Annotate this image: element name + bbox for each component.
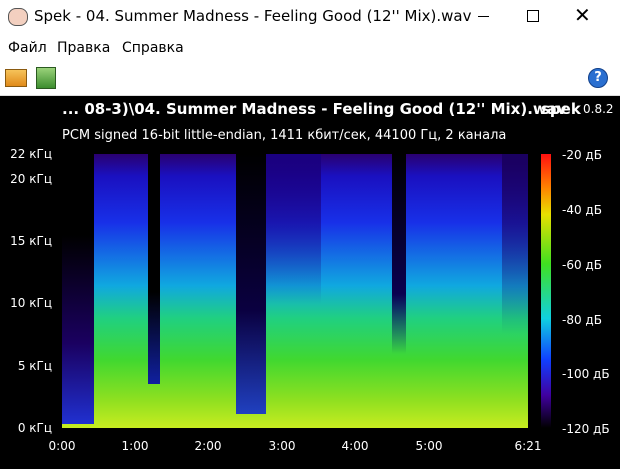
window-title: Spek - 04. Summer Madness - Feeling Good… [34,7,472,25]
time-label: 3:00 [268,439,296,453]
menu-item[interactable]: Правка [57,40,111,56]
frequency-label: 15 кГц [10,234,52,248]
app-version: 0.8.2 [583,102,614,116]
help-button[interactable]: ? [588,68,608,88]
file-name: ... 08-3)\04. Summer Madness - Feeling G… [62,100,567,118]
minimize-button[interactable] [478,16,489,17]
save-button[interactable] [36,67,56,89]
frequency-label: 5 кГц [17,359,52,373]
menu-bar [0,33,620,61]
close-button[interactable]: ✕ [574,3,591,27]
toolbar: ? [0,61,620,96]
menu-item[interactable]: Файл [8,40,47,56]
open-button[interactable] [5,69,27,87]
time-label: 0:00 [48,439,76,453]
time-label: 4:00 [341,439,369,453]
frequency-label: 10 кГц [10,296,52,310]
frequency-label: 20 кГц [10,172,52,186]
level-label: -80 дБ [562,313,602,327]
app-name: spek [541,100,581,118]
level-label: -60 дБ [562,258,602,272]
level-label: -20 дБ [562,148,602,162]
time-label: 1:00 [121,439,149,453]
app-icon [8,8,28,26]
level-colorbar [541,154,551,428]
title-bar: Spek - 04. Summer Madness - Feeling Good… [0,0,620,33]
spectrogram [62,154,528,428]
time-label: 6:21 [514,439,542,453]
level-label: -120 дБ [562,422,610,436]
frequency-label: 22 кГц [10,147,52,161]
time-label: 2:00 [194,439,222,453]
maximize-button[interactable] [527,10,539,22]
menu-item[interactable]: Справка [122,40,184,56]
level-label: -100 дБ [562,367,610,381]
level-label: -40 дБ [562,203,602,217]
frequency-label: 0 кГц [17,421,52,435]
audio-info: PCM signed 16-bit little-endian, 1411 кб… [62,128,507,143]
time-label: 5:00 [415,439,443,453]
